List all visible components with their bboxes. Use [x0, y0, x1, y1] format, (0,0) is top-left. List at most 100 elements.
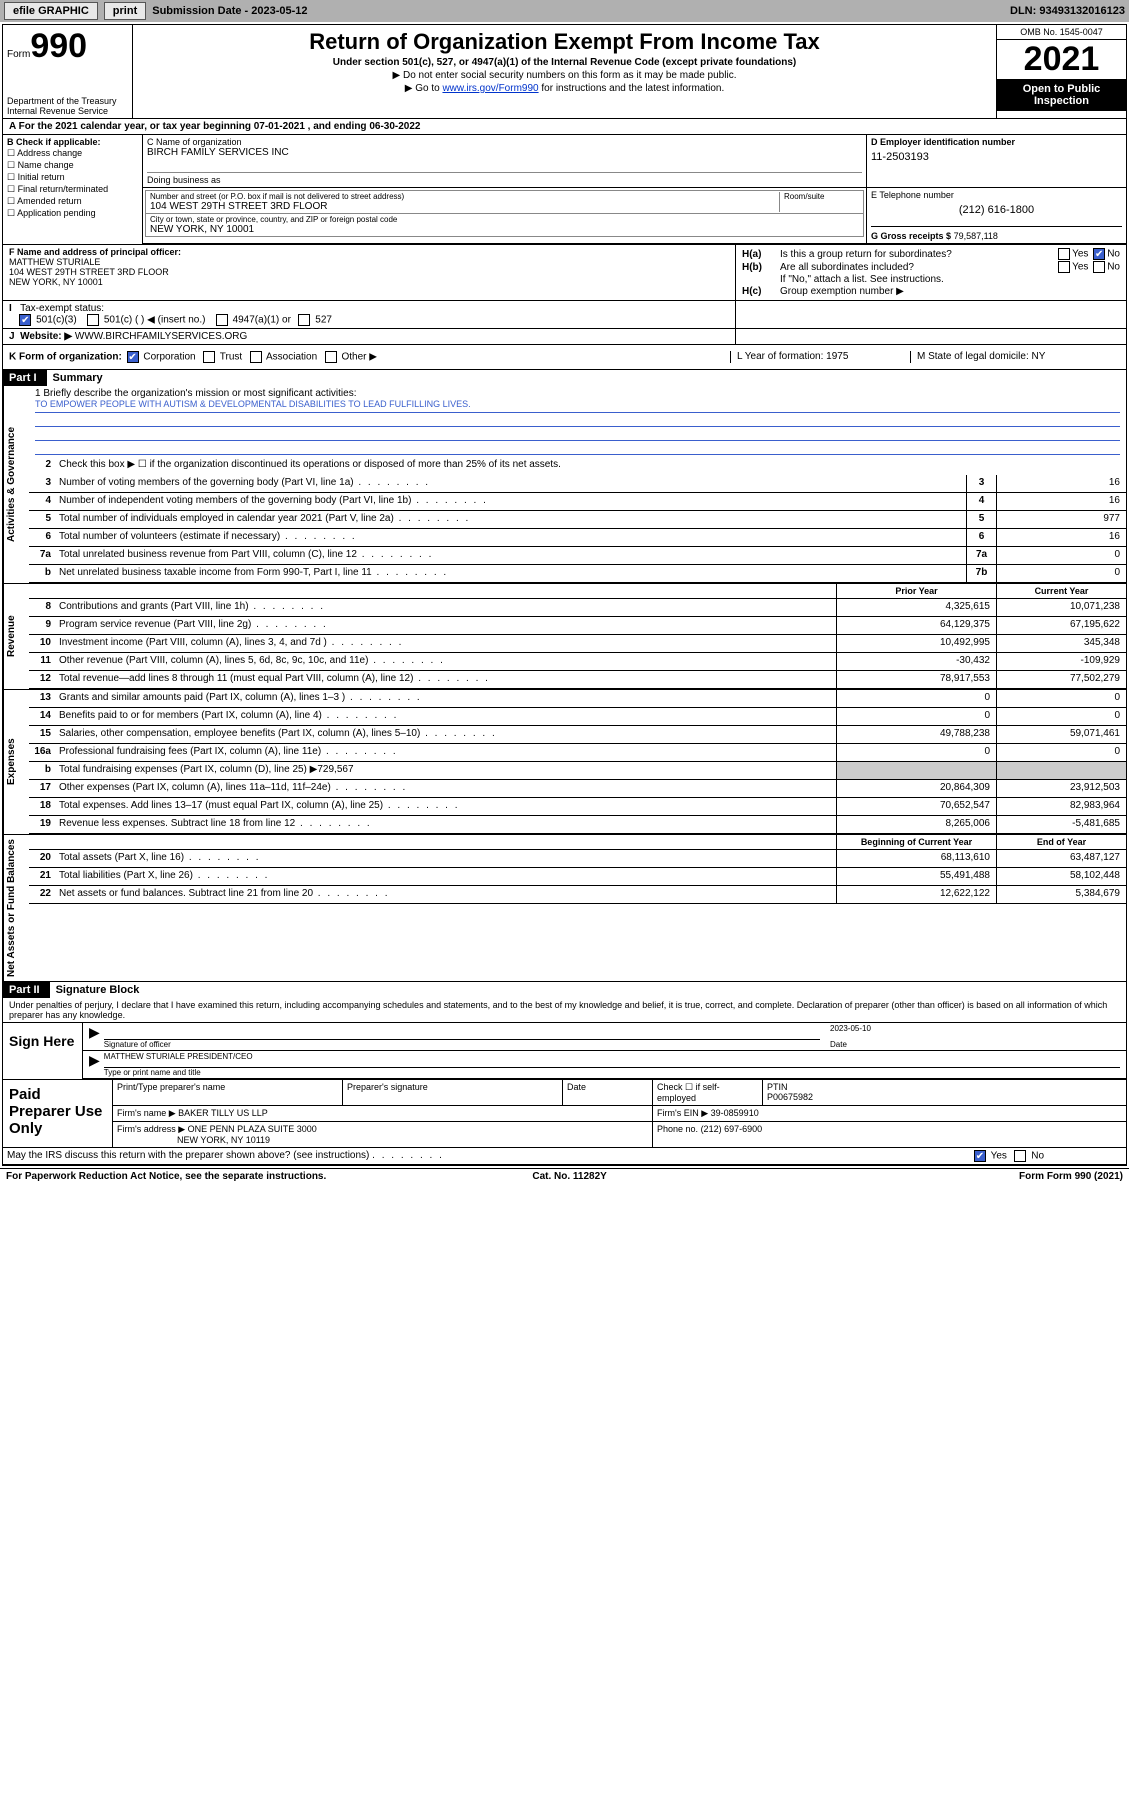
- opt-other: Other ▶: [341, 352, 376, 363]
- sig-date-label: Date: [830, 1040, 847, 1049]
- part1-num: Part I: [9, 372, 37, 384]
- hdr-curr: Current Year: [996, 584, 1126, 598]
- chk-final[interactable]: ☐ Final return/terminated: [7, 184, 138, 195]
- gross-label: G Gross receipts $: [871, 231, 951, 241]
- hb-no[interactable]: [1093, 261, 1105, 273]
- state-domicile: M State of legal domicile: NY: [910, 351, 1120, 363]
- line-num: 4: [29, 493, 55, 510]
- irs-link[interactable]: www.irs.gov/Form990: [442, 83, 538, 94]
- opt-assoc: Association: [266, 352, 317, 363]
- line-num: 21: [29, 868, 55, 885]
- chk-initial[interactable]: ☐ Initial return: [7, 172, 138, 183]
- chk-trust[interactable]: [203, 351, 215, 363]
- chk-name-change[interactable]: ☐ Name change: [7, 160, 138, 171]
- discuss-no[interactable]: [1014, 1150, 1026, 1162]
- block-b-to-g: B Check if applicable: ☐ Address change …: [3, 135, 1126, 245]
- prior-value: 49,788,238: [836, 726, 996, 743]
- chk-501c3[interactable]: ✔: [19, 314, 31, 326]
- line-text: Total liabilities (Part X, line 26): [55, 868, 836, 885]
- ha-no[interactable]: ✔: [1093, 248, 1105, 260]
- chk-other[interactable]: [325, 351, 337, 363]
- firm-addr1: ONE PENN PLAZA SUITE 3000: [188, 1124, 317, 1134]
- expenses-section: Expenses 13Grants and similar amounts pa…: [3, 690, 1126, 835]
- line-num: 12: [29, 671, 55, 688]
- ein-label: D Employer identification number: [871, 137, 1122, 147]
- chk-pending[interactable]: ☐ Application pending: [7, 208, 138, 219]
- prior-value: 68,113,610: [836, 850, 996, 867]
- firm-ein: 39-0859910: [711, 1108, 759, 1118]
- print-button[interactable]: print: [104, 2, 146, 20]
- line-box: 4: [966, 493, 996, 510]
- phone-value: (212) 616-1800: [871, 204, 1122, 216]
- sig-declaration: Under penalties of perjury, I declare th…: [3, 998, 1126, 1023]
- addr1-value: 104 WEST 29TH STREET 3RD FLOOR: [150, 201, 779, 212]
- mission-block: 1 Briefly describe the organization's mi…: [29, 386, 1126, 457]
- tax-year: 2021: [997, 40, 1126, 79]
- phone-label: E Telephone number: [871, 190, 1122, 200]
- form-container: Form990 Department of the Treasury Inter…: [2, 24, 1127, 1166]
- prep-h2: Preparer's signature: [343, 1080, 563, 1105]
- efile-button[interactable]: efile GRAPHIC: [4, 2, 98, 20]
- line-value: 16: [996, 529, 1126, 546]
- discuss-yes[interactable]: ✔: [974, 1150, 986, 1162]
- opt-trust: Trust: [220, 352, 242, 363]
- opt-527: 527: [315, 315, 332, 326]
- hc-text: Group exemption number ▶: [780, 286, 904, 297]
- col-c-name: C Name of organization BIRCH FAMILY SERV…: [143, 135, 866, 187]
- chk-4947[interactable]: [216, 314, 228, 326]
- col-b-title: B Check if applicable:: [7, 137, 138, 147]
- firm-ein-label: Firm's EIN ▶: [657, 1108, 708, 1118]
- row-i: I Tax-exempt status: ✔ 501(c)(3) 501(c) …: [3, 301, 1126, 329]
- vtab-revenue: Revenue: [3, 584, 29, 689]
- footer: For Paperwork Reduction Act Notice, see …: [0, 1168, 1129, 1184]
- row-j: J Website: ▶ WWW.BIRCHFAMILYSERVICES.ORG: [3, 329, 1126, 345]
- line-text: Program service revenue (Part VIII, line…: [55, 617, 836, 634]
- line-value: 16: [996, 493, 1126, 510]
- paid-preparer-block: Paid Preparer Use Only Print/Type prepar…: [3, 1079, 1126, 1147]
- line-num: 16a: [29, 744, 55, 761]
- line-num: 8: [29, 599, 55, 616]
- line-num: 15: [29, 726, 55, 743]
- chk-527[interactable]: [298, 314, 310, 326]
- line-value: 0: [996, 565, 1126, 582]
- opt-pend: Application pending: [17, 208, 96, 218]
- firm-phone-label: Phone no.: [657, 1124, 698, 1134]
- dept-treasury: Department of the Treasury: [7, 96, 128, 106]
- ha-yes[interactable]: [1058, 248, 1070, 260]
- curr-value: 58,102,448: [996, 868, 1126, 885]
- col-c-to-g: C Name of organization BIRCH FAMILY SERV…: [143, 135, 1126, 244]
- omb-number: OMB No. 1545-0047: [997, 25, 1126, 40]
- ein-value: 11-2503193: [871, 151, 1122, 163]
- hb-yes[interactable]: [1058, 261, 1070, 273]
- curr-value: -5,481,685: [996, 816, 1126, 833]
- curr-value: 63,487,127: [996, 850, 1126, 867]
- chk-corp[interactable]: ✔: [127, 351, 139, 363]
- chk-501c[interactable]: [87, 314, 99, 326]
- dln: DLN: 93493132016123: [1010, 5, 1125, 17]
- hdr-end: End of Year: [996, 835, 1126, 849]
- line-text: Net assets or fund balances. Subtract li…: [55, 886, 836, 903]
- chk-address-change[interactable]: ☐ Address change: [7, 148, 138, 159]
- vtab-expenses: Expenses: [3, 690, 29, 834]
- opt-4947: 4947(a)(1) or: [233, 315, 291, 326]
- website-label: Website: ▶: [20, 331, 72, 342]
- line-box: 5: [966, 511, 996, 528]
- line-text: Contributions and grants (Part VIII, lin…: [55, 599, 836, 616]
- gross-value: 79,587,118: [954, 231, 998, 241]
- line-num: 14: [29, 708, 55, 725]
- line-text: Revenue less expenses. Subtract line 18 …: [55, 816, 836, 833]
- chk-amended[interactable]: ☐ Amended return: [7, 196, 138, 207]
- officer-label: F Name and address of principal officer:: [9, 247, 729, 257]
- sign-here-block: Sign Here ▶ Signature of officer 2023-05…: [3, 1023, 1126, 1079]
- line2-text: Check this box ▶ ☐ if the organization d…: [55, 457, 1126, 475]
- part1-header: Part I Summary: [3, 370, 1126, 386]
- sig-arrow-icon: ▶: [89, 1024, 100, 1049]
- hb-note: If "No," attach a list. See instructions…: [742, 274, 1120, 285]
- line-text: Total unrelated business revenue from Pa…: [55, 547, 966, 564]
- line-num: 18: [29, 798, 55, 815]
- col-h-group: H(a)Is this a group return for subordina…: [736, 245, 1126, 300]
- curr-value: 23,912,503: [996, 780, 1126, 797]
- prior-value: 0: [836, 708, 996, 725]
- opt-501c3: 501(c)(3): [36, 315, 77, 326]
- chk-assoc[interactable]: [250, 351, 262, 363]
